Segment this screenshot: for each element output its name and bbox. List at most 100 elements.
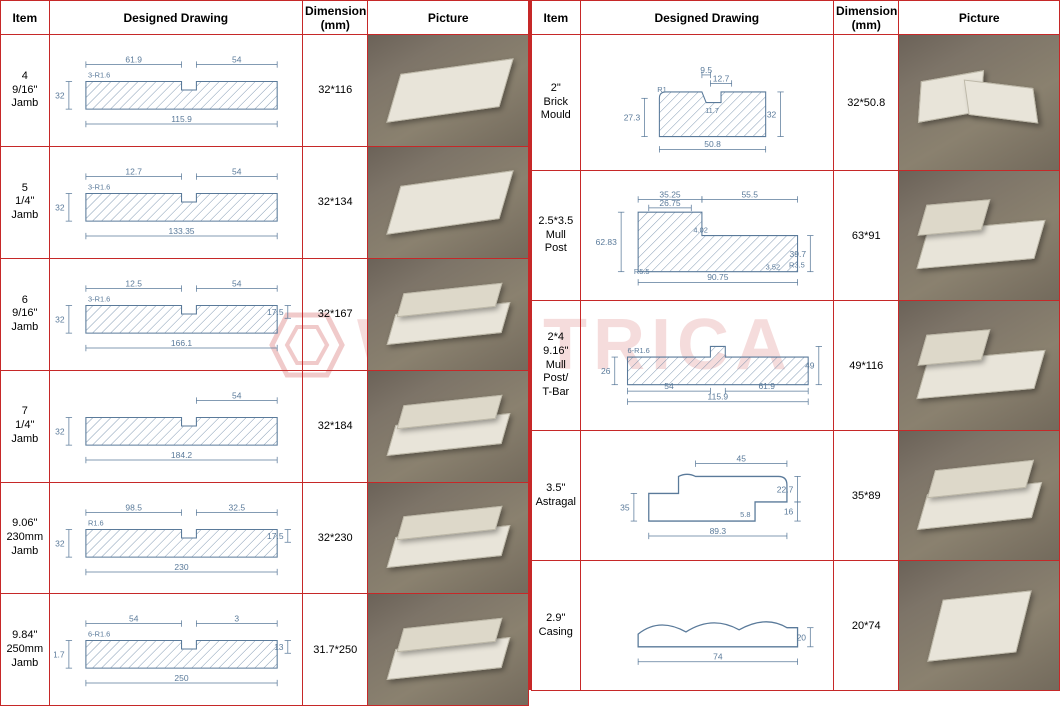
- svg-text:20: 20: [796, 632, 806, 642]
- drawing-cell: 50.8 9.5 12.7 32 27.3R111.7: [580, 35, 833, 171]
- drawing-cell: 250 54 3 31.76-R1.6 13: [49, 594, 302, 706]
- item-cell: 2.9"Casing: [532, 561, 581, 691]
- svg-text:5.8: 5.8: [740, 509, 750, 518]
- left-table-wrap: Item Designed Drawing Dimension (mm) Pic…: [0, 0, 531, 690]
- svg-text:3: 3: [234, 614, 239, 624]
- hdr-picture: Picture: [368, 1, 529, 35]
- item-cell: 71/4"Jamb: [1, 370, 50, 482]
- dimension-cell: 32*134: [303, 146, 368, 258]
- svg-text:6-R1.6: 6-R1.6: [627, 345, 649, 354]
- table-row: 71/4"Jamb 184.2 54 32 32*184: [1, 370, 529, 482]
- drawing-cell: 166.1 12.5 54 323-R1.6 17.5: [49, 258, 302, 370]
- dimension-cell: 32*184: [303, 370, 368, 482]
- drawing-cell: 90.75 35.25 55.5 26.754.02 62.83 39.7R5.…: [580, 171, 833, 301]
- spec-table-container: Item Designed Drawing Dimension (mm) Pic…: [0, 0, 1060, 690]
- svg-text:250: 250: [174, 673, 188, 683]
- drawing-cell: 133.35 12.7 54 323-R1.6: [49, 146, 302, 258]
- svg-text:55.5: 55.5: [741, 189, 758, 199]
- item-cell: 9.84"250mmJamb: [1, 594, 50, 706]
- picture-cell: [368, 370, 529, 482]
- right-table-wrap: Item Designed Drawing Dimension (mm) Pic…: [531, 0, 1060, 690]
- svg-text:32: 32: [55, 538, 65, 548]
- left-table: Item Designed Drawing Dimension (mm) Pic…: [0, 0, 529, 706]
- hdr-picture: Picture: [899, 1, 1060, 35]
- tech-drawing: 184.2 54 32: [54, 375, 298, 475]
- product-photo: [368, 259, 528, 370]
- drawing-cell: 74 20: [580, 561, 833, 691]
- item-cell: 49/16"Jamb: [1, 35, 50, 147]
- picture-cell: [899, 561, 1060, 691]
- product-photo: [899, 561, 1059, 690]
- product-photo: [899, 301, 1059, 430]
- picture-cell: [368, 594, 529, 706]
- svg-text:115.9: 115.9: [171, 114, 192, 124]
- tech-drawing: 250 54 3 31.76-R1.6 13: [54, 598, 298, 698]
- dimension-cell: 32*116: [303, 35, 368, 147]
- svg-text:54: 54: [129, 614, 139, 624]
- svg-text:22.7: 22.7: [776, 484, 793, 494]
- svg-text:133.35: 133.35: [168, 226, 194, 236]
- product-photo: [368, 371, 528, 482]
- drawing-cell: 184.2 54 32: [49, 370, 302, 482]
- svg-text:45: 45: [736, 453, 746, 463]
- tech-drawing: 89.3 45 35 22.7 165.8: [585, 434, 829, 555]
- svg-text:R5.5: R5.5: [633, 266, 649, 275]
- hdr-dimension: Dimension (mm): [303, 1, 368, 35]
- table-row: 69/16"Jamb 166.1 12.5 54 323-R1.6 17.5 3…: [1, 258, 529, 370]
- table-row: 2"BrickMould 50.8 9.5 12.7 32 27.3R111.7…: [532, 35, 1060, 171]
- svg-text:26: 26: [601, 366, 611, 376]
- item-cell: 69/16"Jamb: [1, 258, 50, 370]
- svg-text:27.3: 27.3: [623, 112, 640, 122]
- drawing-cell: 115.9 54 61.9 49 266-R1.6: [580, 301, 833, 431]
- dimension-cell: 32*167: [303, 258, 368, 370]
- header-row: Item Designed Drawing Dimension (mm) Pic…: [532, 1, 1060, 35]
- product-photo: [899, 35, 1059, 170]
- svg-text:49: 49: [805, 360, 815, 370]
- svg-text:74: 74: [713, 651, 723, 661]
- table-row: 2.5*3.5MullPost 90.75 35.25 55.5 26.754.…: [532, 171, 1060, 301]
- hdr-dimension: Dimension (mm): [834, 1, 899, 35]
- svg-text:32: 32: [55, 314, 65, 324]
- tech-drawing: 50.8 9.5 12.7 32 27.3R111.7: [585, 38, 829, 165]
- picture-cell: [899, 171, 1060, 301]
- tech-drawing: 115.9 61.9 54 323-R1.6: [54, 39, 298, 139]
- hdr-item: Item: [1, 1, 50, 35]
- svg-text:39.7: 39.7: [789, 248, 806, 258]
- dimension-cell: 63*91: [834, 171, 899, 301]
- item-cell: 51/4"Jamb: [1, 146, 50, 258]
- svg-text:3-R1.6: 3-R1.6: [88, 182, 110, 191]
- svg-text:54: 54: [232, 166, 242, 176]
- picture-cell: [899, 431, 1060, 561]
- hdr-drawing: Designed Drawing: [580, 1, 833, 35]
- svg-text:13: 13: [274, 643, 284, 653]
- product-photo: [368, 35, 528, 146]
- svg-text:61.9: 61.9: [758, 380, 775, 390]
- product-photo: [368, 147, 528, 258]
- svg-text:54: 54: [232, 390, 242, 400]
- picture-cell: [368, 482, 529, 594]
- table-row: 51/4"Jamb 133.35 12.7 54 323-R1.6 32*134: [1, 146, 529, 258]
- svg-text:54: 54: [664, 380, 674, 390]
- svg-text:26.75: 26.75: [659, 197, 681, 207]
- svg-text:R3.5: R3.5: [789, 260, 805, 269]
- svg-text:98.5: 98.5: [125, 502, 142, 512]
- svg-text:11.7: 11.7: [705, 106, 719, 115]
- picture-cell: [899, 35, 1060, 171]
- svg-text:3-R1.6: 3-R1.6: [88, 294, 110, 303]
- svg-text:3-R1.6: 3-R1.6: [88, 70, 110, 79]
- table-row: 3.5"Astragal 89.3 45 35 22.7 165.8 35*89: [532, 431, 1060, 561]
- dimension-cell: 49*116: [834, 301, 899, 431]
- svg-text:17.5: 17.5: [267, 307, 284, 317]
- product-photo: [368, 594, 528, 705]
- drawing-cell: 89.3 45 35 22.7 165.8: [580, 431, 833, 561]
- product-photo: [368, 483, 528, 594]
- table-row: 49/16"Jamb 115.9 61.9 54 323-R1.6 32*116: [1, 35, 529, 147]
- svg-text:35: 35: [620, 502, 630, 512]
- svg-text:230: 230: [174, 561, 188, 571]
- picture-cell: [899, 301, 1060, 431]
- svg-text:9.5: 9.5: [700, 64, 712, 74]
- svg-text:32: 32: [55, 426, 65, 436]
- dimension-cell: 32*50.8: [834, 35, 899, 171]
- svg-text:166.1: 166.1: [170, 338, 192, 348]
- item-cell: 2"BrickMould: [532, 35, 581, 171]
